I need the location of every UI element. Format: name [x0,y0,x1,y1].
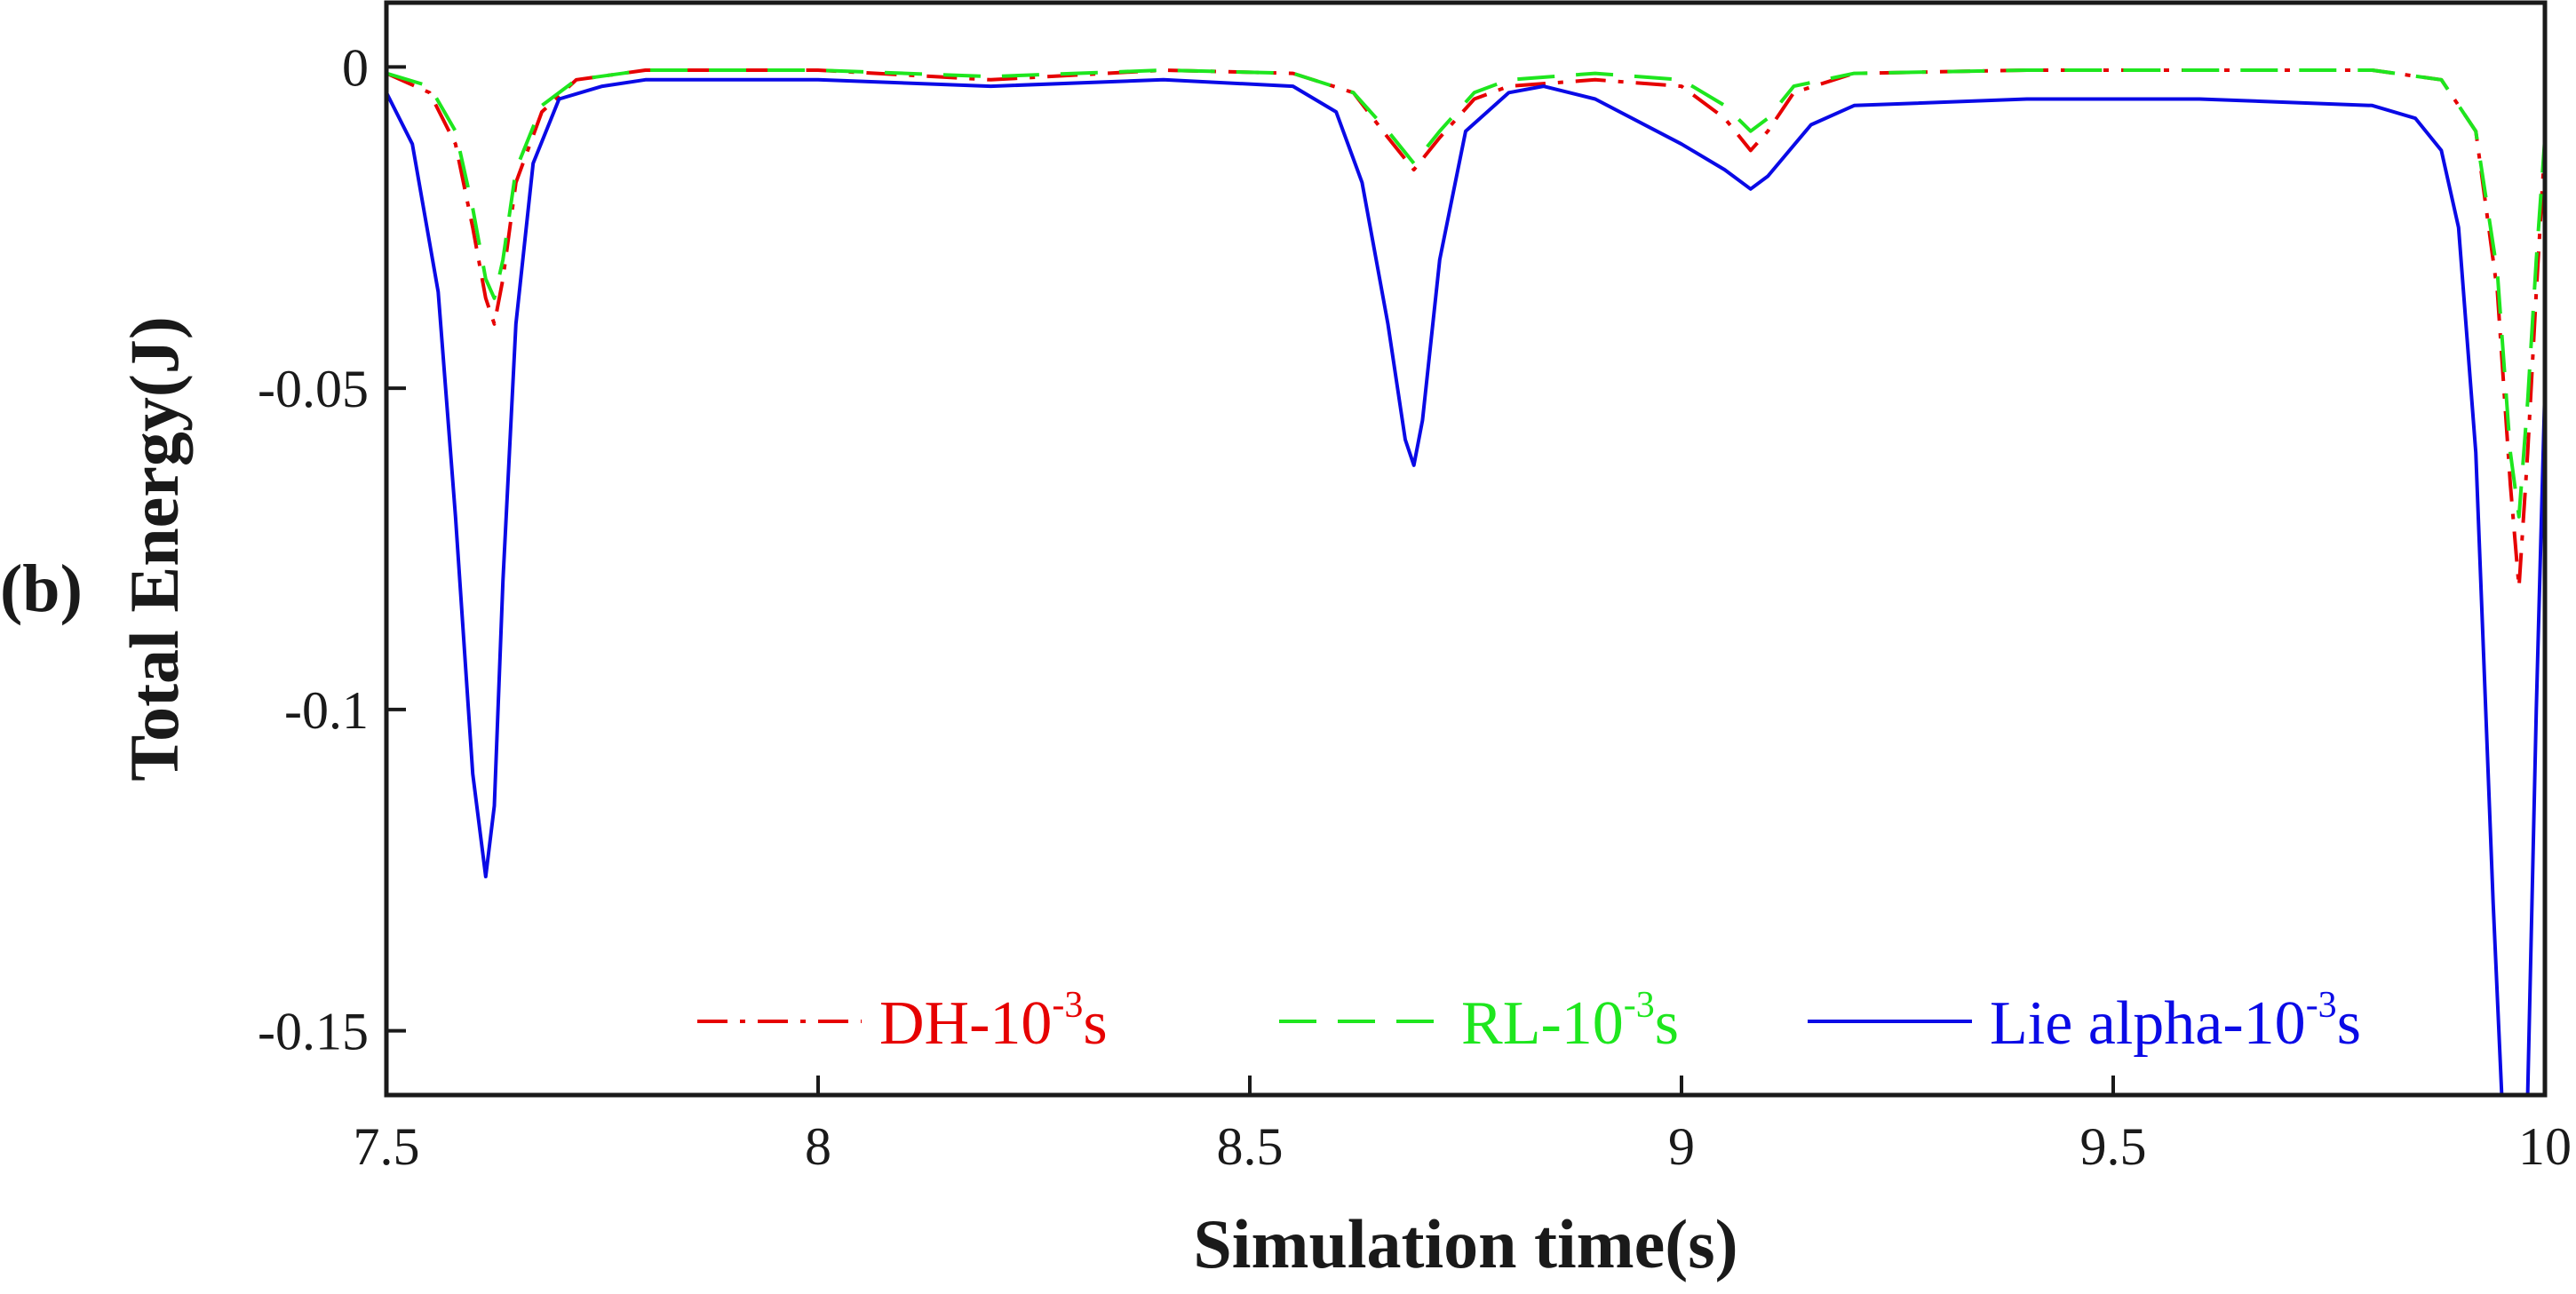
y-tick-label: -0.1 [284,681,369,740]
series-line-2 [386,77,2504,1095]
y-tick-label: -0.05 [258,360,369,418]
x-tick-label: 8 [805,1117,831,1176]
y-tick-label: 0 [342,38,369,97]
tick-layer: 7.5 8 8.5 9 9.5 10 0 -0.05 -0.1 -0.15 [258,38,2572,1176]
series-line-1 [386,68,2545,519]
legend: DH-10-3s RL-10-3s Lie alpha-10-3s [697,985,2361,1058]
legend-label: DH-10-3s [879,985,1108,1058]
legend-label: Lie alpha-10-3s [1990,985,2361,1058]
x-tick-label: 8.5 [1217,1117,1284,1176]
x-tick-label: 7.5 [354,1117,420,1176]
x-axis-title: Simulation time(s) [1193,1205,1737,1282]
series-line-3 [2525,388,2545,1095]
x-tick-label: 10 [2518,1117,2572,1176]
y-tick-label: -0.15 [258,1003,369,1061]
plot-frame [384,0,2548,1098]
plot-layer [386,68,2545,1095]
x-tick-label: 9 [1668,1117,1695,1176]
legend-label: RL-10-3s [1461,985,1679,1058]
y-axis-title: Total Energy(J) [115,316,193,782]
x-tick-label: 9.5 [2080,1117,2147,1176]
series-line-0 [386,68,2545,590]
panel-label: (b) [0,552,83,626]
